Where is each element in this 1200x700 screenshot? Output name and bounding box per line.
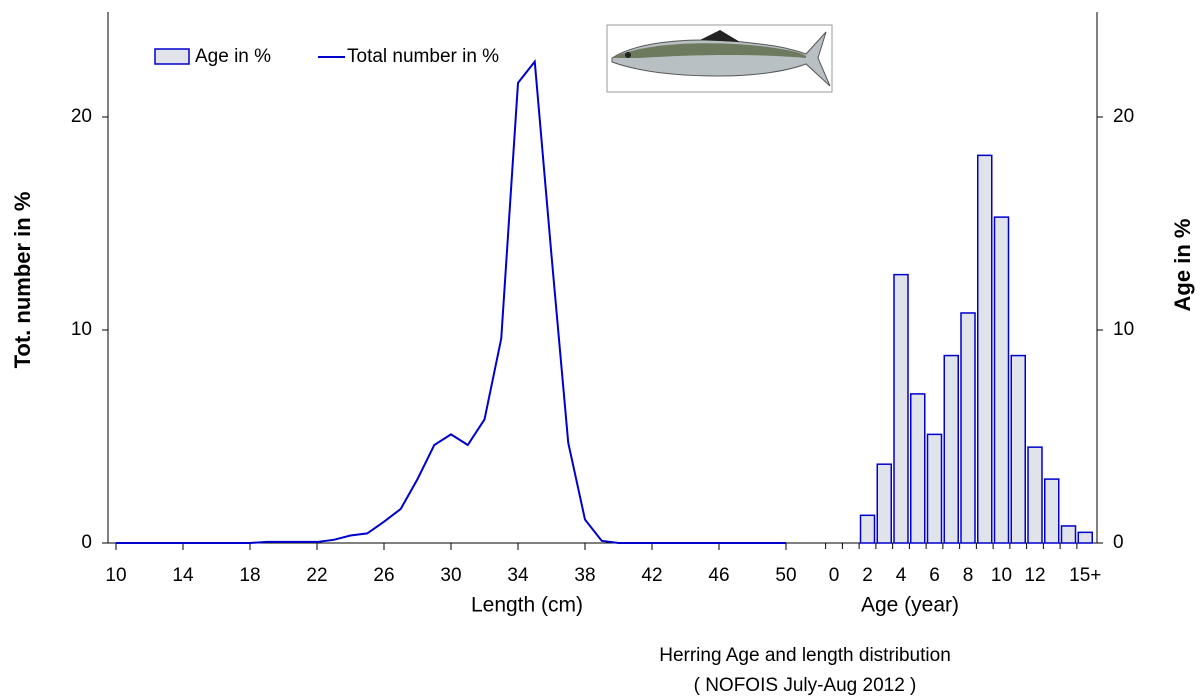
bar [876, 463, 892, 544]
caption: ( NOFOIS July-Aug 2012 ) [694, 675, 917, 696]
x-axis-label: Age (year) [861, 594, 959, 617]
x-tick-label: 2 [862, 565, 873, 586]
x-tick-label: 50 [775, 565, 796, 586]
data-line [116, 59, 786, 544]
y-axis-label: Tot. number in % [10, 192, 35, 369]
legend-swatch [154, 48, 190, 65]
x-tick-label: 34 [507, 565, 529, 586]
x-tick-label: 15+ [1069, 565, 1101, 586]
x-tick-label: 22 [306, 565, 327, 586]
bar [960, 312, 976, 544]
x-axis-label: Length (cm) [471, 594, 583, 617]
x-tick-label: 46 [708, 565, 729, 586]
y2-tick-label: 20 [1113, 106, 1134, 127]
y2-tick-label: 0 [1113, 532, 1124, 553]
y-tick-label: 10 [71, 319, 92, 340]
y-tick-label: 20 [71, 106, 92, 127]
bar [943, 354, 959, 544]
caption: Herring Age and length distribution [659, 645, 951, 666]
legend-label: Total number in % [347, 46, 499, 67]
x-tick-label: 12 [1024, 565, 1045, 586]
bar [1027, 446, 1043, 544]
x-tick-label: 38 [574, 565, 595, 586]
bar [859, 514, 876, 544]
x-tick-label: 10 [105, 565, 126, 586]
x-tick-label: 4 [896, 565, 907, 586]
legend-label: Age in % [195, 46, 271, 67]
x-tick-label: 8 [963, 565, 974, 586]
x-tick-label: 30 [440, 565, 461, 586]
x-tick-label: 18 [239, 565, 260, 586]
x-tick-label: 42 [641, 565, 662, 586]
fish-image [606, 24, 833, 93]
x-tick-label: 10 [991, 565, 1012, 586]
bar [1060, 525, 1077, 544]
y2-axis-label: Age in % [1170, 219, 1195, 312]
x-tick-label: 26 [373, 565, 394, 586]
y2-tick-label: 10 [1113, 319, 1134, 340]
bar [977, 154, 993, 544]
bar [910, 393, 926, 544]
bar [926, 433, 943, 544]
y-tick-label: 0 [81, 532, 92, 553]
bar [993, 216, 1010, 544]
bar [1044, 478, 1060, 544]
x-tick-label: 6 [929, 565, 940, 586]
bar [1010, 354, 1026, 544]
x-tick-label: 0 [829, 565, 840, 586]
bar [1077, 531, 1093, 544]
x-tick-label: 14 [172, 565, 194, 586]
bar [893, 273, 909, 544]
